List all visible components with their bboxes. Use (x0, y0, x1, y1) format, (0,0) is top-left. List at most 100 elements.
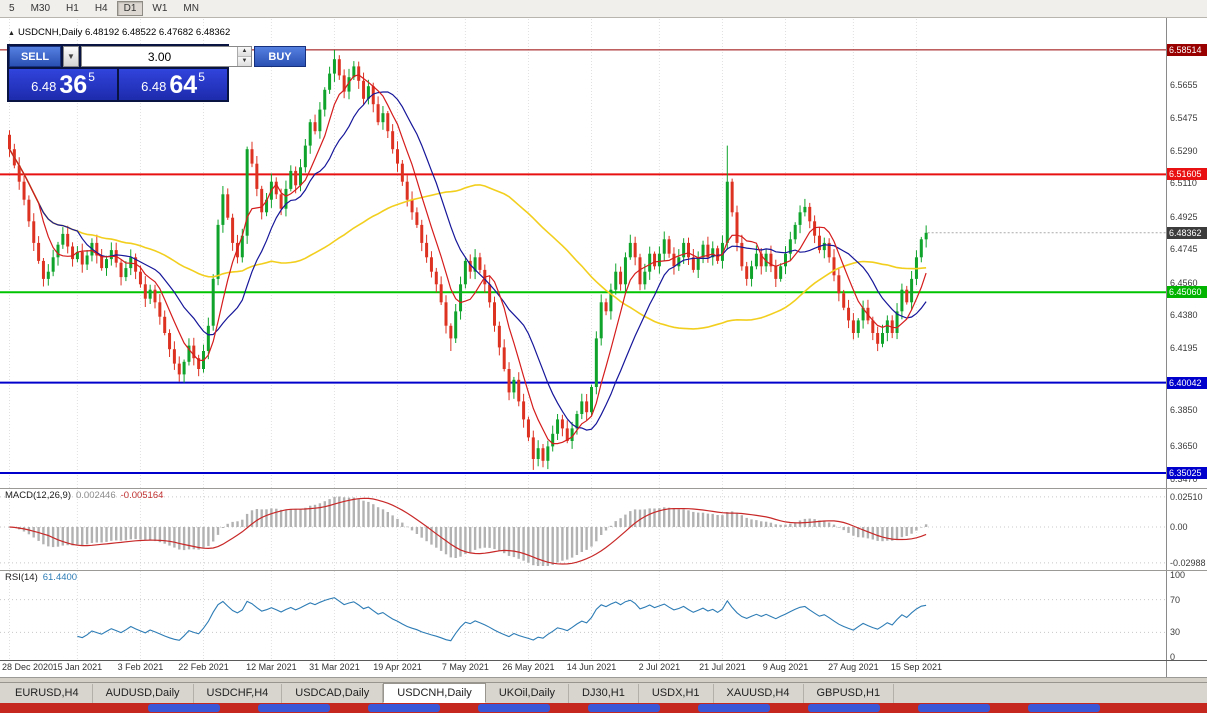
taskbar-strip (0, 703, 1207, 713)
chart-tab-dj30-h1[interactable]: DJ30,H1 (569, 684, 639, 703)
chart-region[interactable] (0, 18, 1166, 678)
rsi-line (77, 597, 927, 642)
date-label: 3 Feb 2021 (117, 662, 164, 672)
sell-price-prefix: 6.48 (31, 79, 57, 94)
chart-tab-eurusd-h4[interactable]: EURUSD,H4 (2, 684, 93, 703)
chart-tab-usdchf-h4[interactable]: USDCHF,H4 (194, 684, 283, 703)
date-label: 9 Aug 2021 (762, 662, 809, 672)
rsi-axis-label: 0 (1170, 652, 1176, 662)
date-label: 15 Jan 2021 (52, 662, 103, 672)
rsi-name: RSI(14) (5, 572, 38, 583)
time-axis-labels[interactable]: 28 Dec 2020 15 Jan 2021 3 Feb 2021 22 Feb 2… (0, 662, 1166, 677)
buy-button[interactable]: BUY (254, 46, 306, 67)
taskbar-button[interactable] (478, 704, 550, 712)
price-axis-label: 6.3850 (1170, 405, 1198, 416)
date-label: 14 Jun 2021 (566, 662, 617, 672)
sell-price-pip: 5 (88, 69, 95, 84)
date-label: 22 Feb 2021 (178, 662, 229, 672)
timeframe-button-d1[interactable]: D1 (116, 1, 144, 16)
date-label: 12 Mar 2021 (246, 662, 297, 672)
chart-tab-ukoil-daily[interactable]: UKOil,Daily (486, 684, 570, 703)
price-axis-label: 6.4925 (1170, 211, 1198, 222)
collapse-panel-icon[interactable]: ▲ (8, 30, 15, 37)
volume-dropdown[interactable]: ▼ (63, 46, 79, 67)
buy-price-pip: 5 (198, 69, 205, 84)
chart-tab-gbpusd-h1[interactable]: GBPUSD,H1 (804, 684, 895, 703)
price-badge: 6.48362 (1167, 226, 1207, 239)
taskbar-button[interactable] (698, 704, 770, 712)
volume-increase-button[interactable]: ▲ (238, 47, 251, 57)
sell-button[interactable]: SELL (9, 46, 61, 67)
timeframe-toolbar: 5 M30 H1 H4 D1 W1 MN (0, 0, 1207, 18)
price-axis-label: 6.3650 (1170, 441, 1198, 452)
price-badge: 6.51605 (1167, 168, 1207, 181)
price-badge: 6.40042 (1167, 376, 1207, 389)
timeframe-button-5[interactable]: 5 (2, 1, 22, 16)
sell-price-big: 36 (59, 70, 88, 99)
volume-input[interactable] (82, 47, 237, 66)
chart-tab-audusd-daily[interactable]: AUDUSD,Daily (93, 684, 194, 703)
macd-name: MACD(12,26,9) (5, 490, 71, 501)
price-badge: 6.58514 (1167, 43, 1207, 56)
moving-averages (8, 74, 927, 445)
price-axis-label: 6.4560 (1170, 277, 1198, 288)
sell-price-button[interactable]: 6.48 36 5 (9, 69, 117, 100)
macd-axis-label: 0.02510 (1170, 491, 1203, 502)
taskbar-button[interactable] (918, 704, 990, 712)
macd-histogram (8, 496, 928, 566)
date-label: 7 May 2021 (441, 662, 489, 672)
rsi-axis-label: 30 (1170, 627, 1181, 638)
price-badge: 6.35025 (1167, 467, 1207, 479)
price-chart-canvas[interactable] (0, 18, 1166, 678)
panel-separator-macd[interactable] (0, 488, 1207, 489)
time-axis-line (0, 660, 1207, 661)
price-badge: 6.45060 (1167, 286, 1207, 299)
taskbar-button[interactable] (258, 704, 330, 712)
date-label: 28 Dec 2020 (2, 662, 54, 672)
timeframe-button-h4[interactable]: H4 (88, 1, 115, 16)
chart-ohlc-text: USDCNH,Daily 6.48192 6.48522 6.47682 6.4… (17, 27, 231, 38)
date-label: 31 Mar 2021 (309, 662, 360, 672)
rsi-label: RSI(14) 61.4400 (5, 572, 77, 583)
timeframe-button-h1[interactable]: H1 (59, 1, 86, 16)
date-label: 15 Sep 2021 (890, 662, 942, 672)
chart-tab-usdcad-daily[interactable]: USDCAD,Daily (282, 684, 384, 703)
date-label: 27 Aug 2021 (828, 662, 879, 672)
date-label: 19 Apr 2021 (373, 662, 422, 672)
chart-ohlc-header: ▲ USDCNH,Daily 6.48192 6.48522 6.47682 6.… (8, 27, 230, 38)
rsi-axis-label: 70 (1170, 594, 1181, 605)
chart-tab-bar: EURUSD,H4 AUDUSD,Daily USDCHF,H4 USDCAD,Dai… (0, 682, 1207, 703)
rsi-axis-label: 100 (1170, 570, 1186, 580)
panel-separator-rsi[interactable] (0, 570, 1207, 571)
buy-price-button[interactable]: 6.48 64 5 (119, 69, 227, 100)
price-axis[interactable]: 6.5655 6.5475 6.5290 6.5110 6.4925 6.4745 6.45… (1166, 18, 1207, 678)
price-axis-label: 6.5475 (1170, 112, 1198, 123)
date-label: 21 Jul 2021 (699, 662, 746, 672)
macd-axis-label: -0.02988 (1170, 557, 1206, 568)
chevron-down-icon: ▼ (67, 52, 75, 61)
price-axis-label: 6.4380 (1170, 309, 1198, 320)
chart-tab-usdx-h1[interactable]: USDX,H1 (639, 684, 714, 703)
price-axis-label: 6.5110 (1170, 178, 1197, 189)
rsi-value: 61.4400 (42, 572, 78, 583)
macd-main-value: 0.002446 (76, 490, 116, 501)
buy-price-big: 64 (169, 70, 198, 99)
taskbar-button[interactable] (588, 704, 660, 712)
volume-decrease-button[interactable]: ▼ (238, 57, 251, 66)
taskbar-button[interactable] (368, 704, 440, 712)
timeframe-button-mn[interactable]: MN (176, 1, 206, 16)
price-axis-label: 6.4745 (1170, 244, 1198, 255)
buy-price-prefix: 6.48 (141, 79, 167, 94)
taskbar-button[interactable] (148, 704, 220, 712)
horizontal-level-lines[interactable] (0, 49, 1166, 474)
taskbar-button[interactable] (1028, 704, 1100, 712)
chart-tab-usdcnh-daily[interactable]: USDCNH,Daily (383, 683, 486, 703)
taskbar-button[interactable] (808, 704, 880, 712)
timeframe-button-w1[interactable]: W1 (145, 1, 174, 16)
price-axis-label: 6.5290 (1170, 146, 1198, 157)
volume-stepper: ▲ ▼ (237, 47, 251, 66)
chart-tab-xauusd-h4[interactable]: XAUUSD,H4 (714, 684, 804, 703)
timeframe-button-m30[interactable]: M30 (24, 1, 57, 16)
volume-field: ▲ ▼ (81, 46, 252, 67)
